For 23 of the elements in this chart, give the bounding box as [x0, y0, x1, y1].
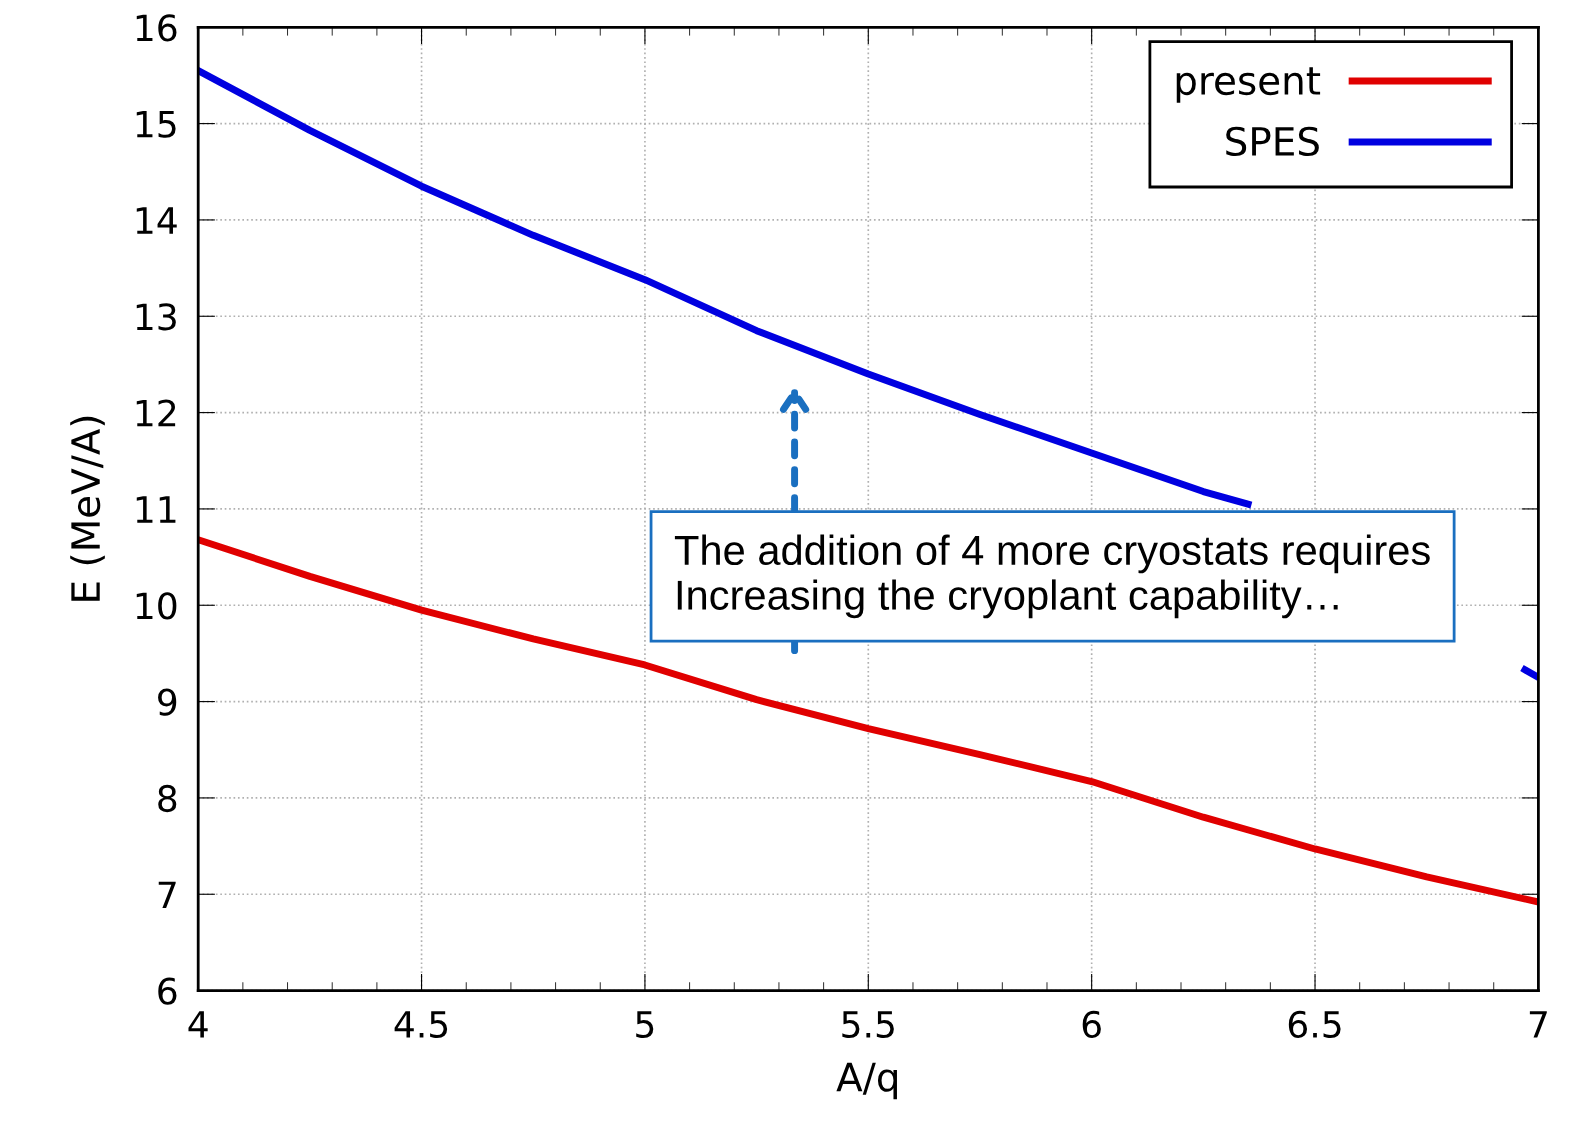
x-tick-label: 4: [188, 1011, 208, 1038]
y-tick-label: 12: [136, 399, 176, 427]
y-axis-title: E (MeV/A): [70, 416, 105, 601]
y-tick-label: 9: [158, 688, 177, 716]
x-axis-title: A/q: [836, 1062, 897, 1100]
y-tick-label: 14: [136, 207, 177, 234]
x-tick-label: 6: [1082, 1010, 1101, 1038]
legend-label: present: [1176, 67, 1321, 103]
x-tick-label: 5.5: [842, 1011, 894, 1038]
annotation: The addition of 4 more cryostats requires Increasing the cryoplant capability…: [674, 534, 1430, 619]
y-tick-label: 6: [158, 977, 177, 1005]
x-tick-label: 7: [1529, 1011, 1547, 1038]
y-tick-label: 13: [136, 303, 176, 331]
x-tick-label: 4.5: [394, 1011, 448, 1038]
y-tick-label: 8: [158, 784, 177, 813]
y-tick-label: 16: [136, 14, 177, 42]
legend-label: SPES: [1226, 126, 1319, 157]
y-tick-label: 7: [158, 881, 176, 908]
y-tick-label: 10: [136, 592, 177, 620]
y-tick-label: 11: [136, 496, 176, 523]
x-tick-label: 5: [636, 1011, 654, 1038]
x-tick-label: 6.5: [1288, 1010, 1341, 1038]
y-tick-label: 15: [136, 110, 176, 138]
